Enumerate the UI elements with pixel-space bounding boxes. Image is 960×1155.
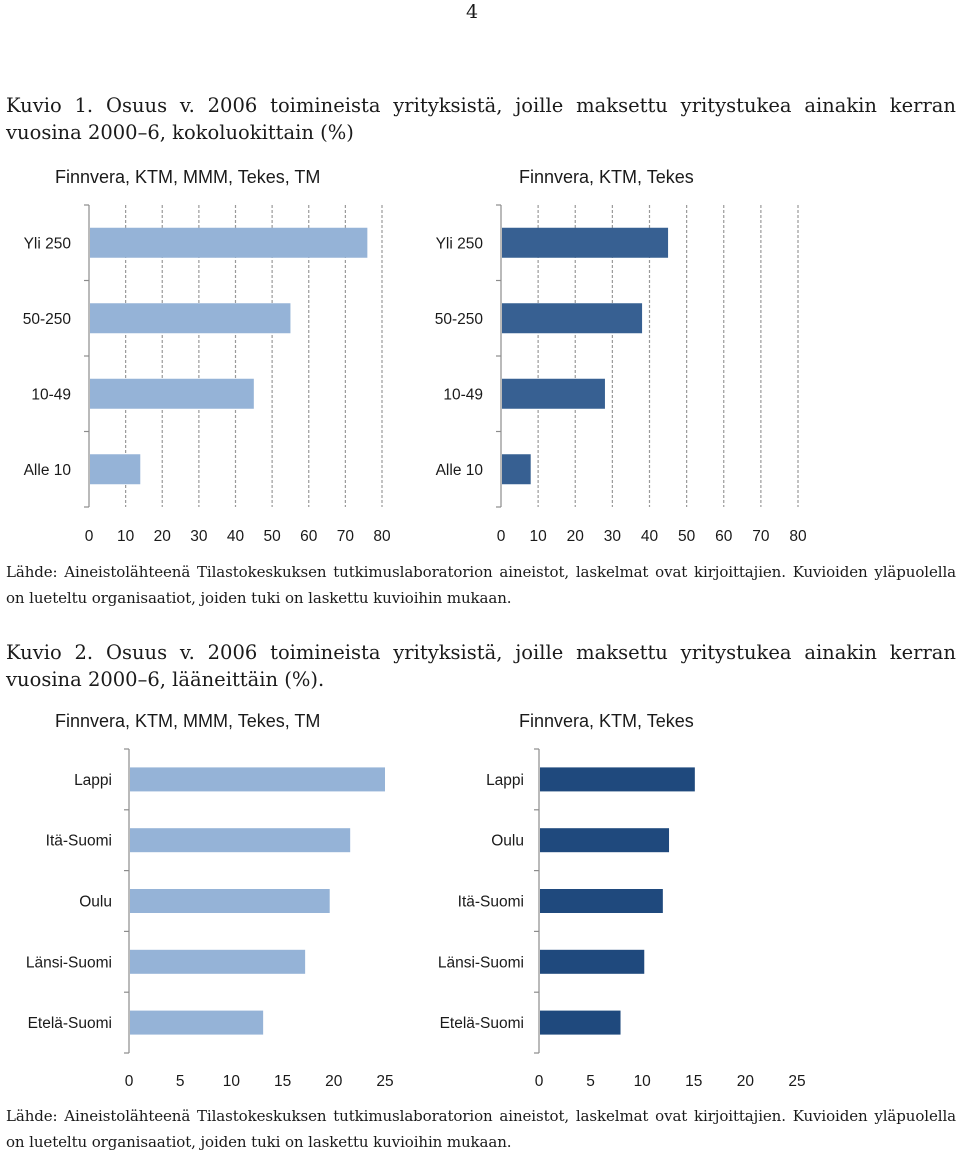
chart-1-title: Finnvera, KTM, MMM, Tekes, TM	[55, 167, 321, 187]
x-tick-label: 40	[227, 528, 245, 545]
category-label: Alle 10	[436, 462, 484, 479]
bar-itä-suomi	[130, 828, 351, 853]
category-label: Lappi	[486, 772, 524, 789]
figure-1-source: Lähde: Aineistolähteenä Tilastokeskuksen…	[6, 563, 956, 607]
category-label: Länsi-Suomi	[26, 954, 112, 971]
bar-yli-250	[90, 227, 368, 258]
bar-alle-10	[502, 454, 531, 485]
x-tick-label: 50	[678, 528, 696, 545]
x-tick-label: 5	[176, 1073, 185, 1090]
category-label: Etelä-Suomi	[28, 1015, 112, 1032]
figure-2-source: Lähde: Aineistolähteenä Tilastokeskuksen…	[6, 1107, 956, 1151]
x-tick-label: 20	[567, 528, 585, 545]
x-tick-label: 0	[85, 528, 94, 545]
bar-etelä-suomi	[130, 1010, 264, 1035]
x-tick-label: 20	[154, 528, 172, 545]
figure-1-caption: Kuvio 1. Osuus v. 2006 toimineista yrity…	[6, 94, 956, 144]
page-number: 4	[465, 1, 479, 23]
category-label: 50-250	[435, 311, 484, 328]
figure-2-caption: Kuvio 2. Osuus v. 2006 toimineista yrity…	[6, 641, 956, 691]
bar-länsi-suomi	[130, 949, 306, 974]
bar-50-250	[90, 303, 291, 334]
x-tick-label: 0	[125, 1073, 134, 1090]
x-tick-label: 60	[300, 528, 318, 545]
category-label: Etelä-Suomi	[440, 1015, 524, 1032]
bar-lappi	[130, 767, 385, 792]
chart-2-title: Finnvera, KTM, Tekes	[519, 167, 694, 187]
bar-alle-10	[90, 454, 141, 485]
chart-3-regions-all-organisations: Lappi Itä-Suomi Oulu Länsi-Suomi Etelä-Suomi…	[26, 748, 394, 1090]
bar-lappi	[540, 767, 695, 792]
bar-oulu	[130, 889, 330, 913]
bar-50-250	[502, 303, 643, 334]
x-tick-label: 10	[223, 1073, 241, 1090]
x-tick-label: 70	[752, 528, 770, 545]
category-label: 10-49	[443, 386, 483, 403]
x-tick-label: 30	[190, 528, 208, 545]
x-tick-label: 70	[337, 528, 355, 545]
x-tick-label: 80	[789, 528, 807, 545]
x-tick-label: 0	[497, 528, 506, 545]
category-label: Lappi	[74, 772, 112, 789]
category-label: Itä-Suomi	[458, 894, 524, 911]
x-tick-label: 25	[376, 1073, 393, 1090]
x-tick-label: 30	[604, 528, 622, 545]
category-label: Yli 250	[24, 235, 72, 252]
bar-oulu	[540, 828, 670, 853]
category-label: Itä-Suomi	[46, 833, 112, 850]
x-tick-label: 5	[586, 1073, 595, 1090]
bar-yli-250	[502, 227, 669, 258]
category-label: Alle 10	[24, 462, 72, 479]
x-tick-label: 25	[788, 1073, 805, 1090]
x-tick-label: 20	[737, 1073, 755, 1090]
bar-10-49	[90, 378, 254, 409]
x-tick-label: 10	[634, 1073, 652, 1090]
x-tick-label: 60	[715, 528, 733, 545]
category-label: Länsi-Suomi	[438, 954, 524, 971]
chart-2-size-classes-finnvera-ktm-tekes: Yli 250 50-250 10-49 Alle 10 0 10 20 30 40 50 60 70…	[435, 204, 807, 545]
category-label: 50-250	[23, 311, 72, 328]
bar-länsi-suomi	[540, 949, 645, 974]
x-tick-label: 40	[641, 528, 659, 545]
chart-1-size-classes-all-organisations: Yli 250 50-250 10-49 Alle 10 0 10 20 30 40 50 60 70…	[23, 204, 391, 545]
x-tick-label: 15	[685, 1073, 702, 1090]
bar-itä-suomi	[540, 889, 663, 913]
x-tick-label: 0	[535, 1073, 544, 1090]
chart-4-regions-finnvera-ktm-tekes: Lappi Oulu Itä-Suomi Länsi-Suomi Etelä-Suomi…	[438, 748, 806, 1090]
x-tick-label: 10	[117, 528, 135, 545]
category-label: Oulu	[79, 894, 112, 911]
category-label: Yli 250	[436, 235, 484, 252]
chart-4-title: Finnvera, KTM, Tekes	[519, 711, 694, 731]
bar-10-49	[502, 378, 605, 409]
x-tick-label: 15	[274, 1073, 291, 1090]
x-tick-label: 10	[530, 528, 548, 545]
category-label: Oulu	[491, 833, 524, 850]
bar-etelä-suomi	[540, 1010, 621, 1035]
x-tick-label: 80	[373, 528, 391, 545]
category-label: 10-49	[31, 386, 71, 403]
x-tick-label: 20	[325, 1073, 343, 1090]
chart-3-title: Finnvera, KTM, MMM, Tekes, TM	[55, 711, 321, 731]
x-tick-label: 50	[264, 528, 282, 545]
